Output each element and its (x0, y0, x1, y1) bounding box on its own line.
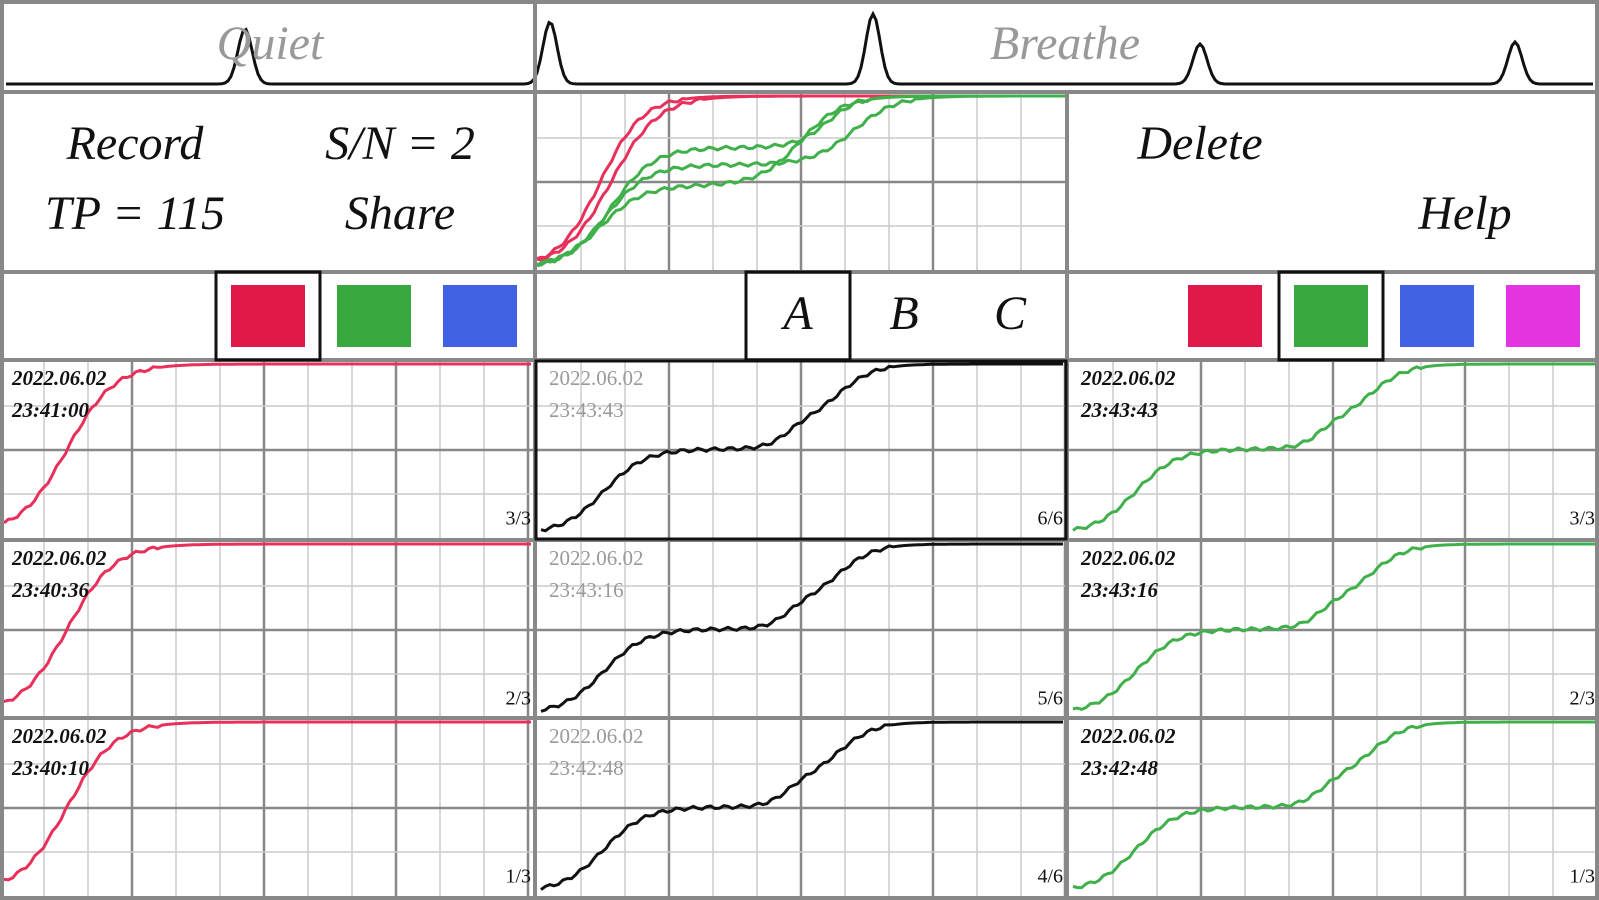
panel-time: 23:42:48 (549, 756, 624, 780)
color-swatch[interactable] (337, 285, 411, 347)
color-swatch[interactable] (1506, 285, 1580, 347)
tab[interactable]: B (889, 287, 918, 340)
panel-date: 2022.06.02 (1080, 546, 1176, 570)
color-swatch[interactable] (443, 285, 517, 347)
color-swatch[interactable] (1400, 285, 1474, 347)
panel-count: 6/6 (1037, 508, 1063, 530)
panel-time: 23:43:16 (549, 578, 624, 602)
trace (3, 542, 531, 703)
panel-date: 2022.06.02 (549, 724, 644, 748)
selection-box (214, 270, 322, 362)
color-swatch[interactable] (1294, 285, 1368, 347)
panel-time: 23:43:43 (1080, 398, 1158, 422)
panel-count: 3/3 (505, 508, 531, 530)
panel-time: 23:41:00 (11, 398, 89, 422)
selection-box (1277, 270, 1385, 362)
tab[interactable]: A (780, 287, 813, 340)
panel-count: 3/3 (1569, 508, 1595, 530)
record-button[interactable]: Record (66, 117, 205, 170)
panel-date: 2022.06.02 (11, 546, 107, 570)
help-button[interactable]: Help (1417, 187, 1511, 240)
tab[interactable]: C (994, 287, 1027, 340)
sn-readout: S/N = 2 (325, 117, 475, 170)
recording-panel[interactable]: 2022.06.02 23:42:48 4/6 (540, 720, 1063, 891)
panel-time: 23:43:43 (549, 398, 624, 422)
trace (536, 94, 1065, 268)
recording-panel[interactable]: 2022.06.02 23:42:48 1/3 (1072, 720, 1595, 890)
panel-date: 2022.06.02 (549, 546, 644, 570)
tp-readout: TP = 115 (45, 187, 225, 240)
panel-date: 2022.06.02 (11, 366, 107, 390)
recording-panel[interactable]: 2022.06.02 23:43:43 3/3 (1072, 362, 1595, 532)
panel-count: 1/3 (505, 866, 531, 888)
recording-panel[interactable]: 2022.06.02 23:41:00 3/3 (3, 362, 531, 530)
share-button[interactable]: Share (345, 187, 455, 240)
trace (1072, 720, 1595, 890)
recording-panel[interactable]: 2022.06.02 23:40:10 1/3 (3, 720, 531, 888)
panel-time: 23:40:10 (11, 756, 89, 780)
panel-count: 5/6 (1037, 688, 1063, 710)
quiet-label: Quiet (217, 17, 325, 70)
recording-panel[interactable]: 2022.06.02 23:43:16 5/6 (540, 542, 1063, 713)
trace (540, 720, 1063, 891)
recording-panel[interactable]: 2022.06.02 23:43:43 6/6 (540, 362, 1063, 533)
recording-panel[interactable]: 2022.06.02 23:43:16 2/3 (1072, 542, 1595, 712)
color-swatch[interactable] (1188, 285, 1262, 347)
panel-count: 1/3 (1569, 866, 1595, 888)
color-swatch[interactable] (231, 285, 305, 347)
panel-date: 2022.06.02 (1080, 724, 1176, 748)
trace (540, 362, 1063, 533)
delete-button[interactable]: Delete (1136, 117, 1262, 170)
trace (1072, 542, 1595, 712)
selection-box (534, 359, 1068, 541)
trace (3, 362, 531, 525)
panel-date: 2022.06.02 (11, 724, 107, 748)
trace (3, 720, 531, 882)
panel-time: 23:42:48 (1080, 756, 1158, 780)
panel-date: 2022.06.02 (549, 366, 644, 390)
panel-count: 2/3 (1569, 688, 1595, 710)
panel-time: 23:43:16 (1080, 578, 1158, 602)
trace (540, 542, 1063, 713)
breathe-label: Breathe (990, 17, 1140, 70)
panel-date: 2022.06.02 (1080, 366, 1176, 390)
panel-count: 4/6 (1037, 866, 1063, 888)
panel-count: 2/3 (505, 688, 531, 710)
panel-time: 23:40:36 (11, 578, 89, 602)
recording-panel[interactable]: 2022.06.02 23:40:36 2/3 (3, 542, 531, 710)
pulse-trace (6, 10, 1593, 86)
trace (1072, 362, 1595, 532)
